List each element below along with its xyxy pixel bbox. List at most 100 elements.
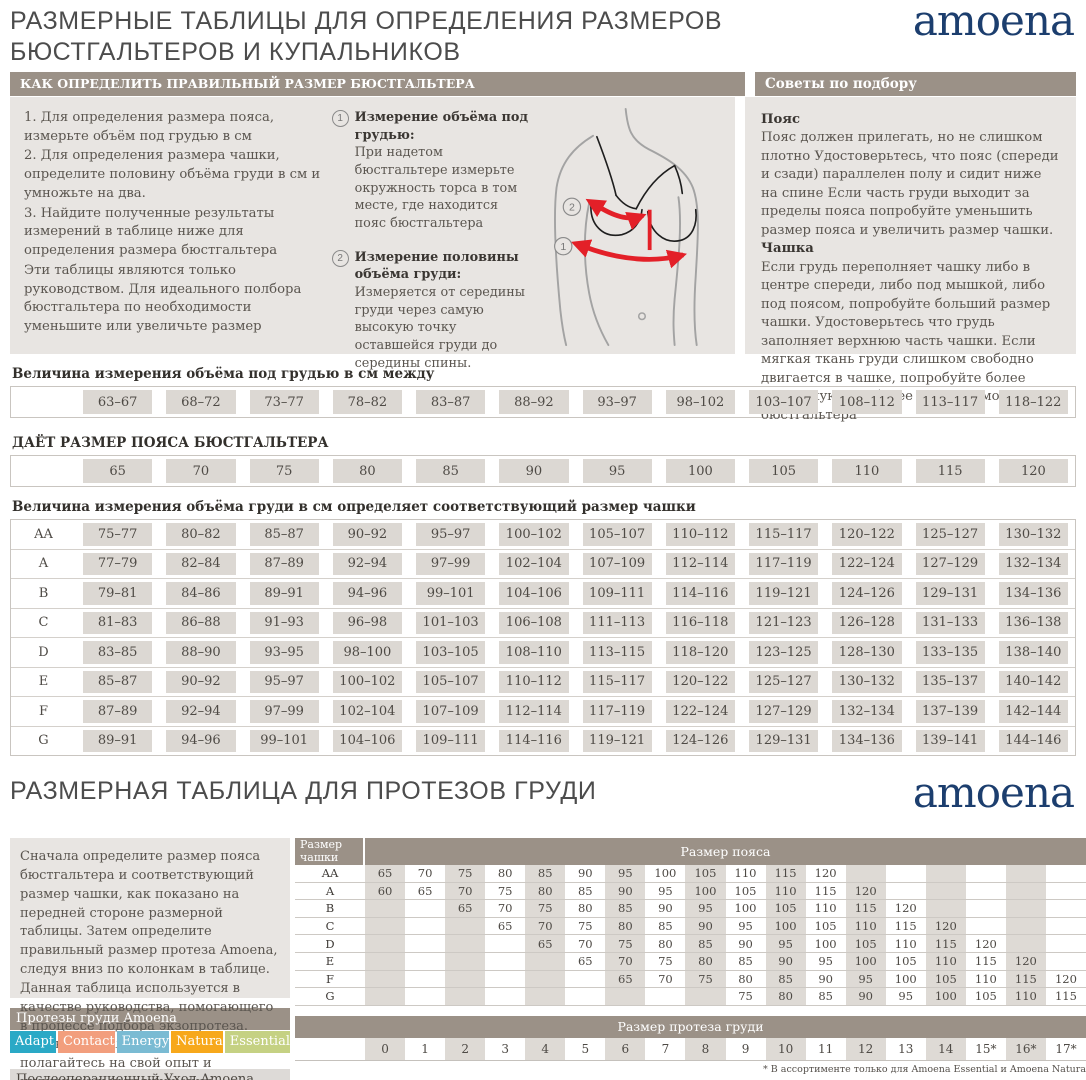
underbust-cell-value: 83–87	[416, 390, 486, 414]
cup-range-value: 116–118	[665, 611, 735, 634]
prosthesis-section: Сначала определите размер пояса бюстгаль…	[10, 838, 1086, 1080]
prosthesis-size-cell: 16*	[1005, 1037, 1046, 1060]
fit-band-cell: 95	[685, 900, 726, 917]
prosthesis-size-cell: 1	[421, 1041, 429, 1056]
fit-band-cell: 110	[925, 952, 966, 970]
cup-letter-cell: A	[38, 556, 49, 572]
fit-table-row: B 65 70 75 80 85 90 95 100 105 110 115 120	[295, 900, 1086, 918]
prosthesis-size-cell: 14	[925, 1037, 966, 1060]
instruction-line: 2. Для определения размера чашки, опреде…	[24, 148, 321, 201]
cup-range-cell: 102–104	[326, 697, 409, 726]
fit-band-cell: 100	[814, 936, 837, 951]
fit-band-cell: 80	[658, 936, 673, 951]
prosthesis-size-cell: 0	[365, 1037, 406, 1060]
cup-range-cell: 105–107	[576, 520, 659, 549]
fit-cup-label: G	[325, 989, 335, 1004]
cup-range-value: 102–104	[332, 700, 402, 723]
fit-band-cell: 70	[658, 971, 673, 986]
measurement-diagram: 2 1	[532, 107, 727, 346]
cup-range-value: 115–117	[749, 523, 819, 546]
fit-band-cell: 90	[845, 988, 886, 1005]
cup-range-cell: 118–120	[659, 638, 742, 667]
fit-band-cell	[1046, 935, 1086, 952]
cup-range-value: 100–102	[332, 670, 402, 693]
cup-range-value: 112–114	[665, 552, 735, 575]
cup-range-value: 139–141	[915, 729, 985, 752]
fit-band-cell: 85	[658, 919, 673, 934]
fit-band-cell: 110	[765, 882, 806, 900]
fit-band-cell	[685, 988, 726, 1005]
cup-range-value: 129–131	[749, 729, 819, 752]
underbust-cell-value: 88–92	[499, 390, 569, 414]
fit-band-cell: 75	[445, 865, 486, 882]
fit-cup-label: F	[326, 971, 334, 986]
cup-range-cell: 97–99	[409, 550, 492, 579]
underbust-cell-value: 78–82	[332, 390, 402, 414]
cup-range-value: 83–85	[83, 641, 153, 664]
cup-range-value: 134–136	[832, 729, 902, 752]
prosthesis-size-cell: 12	[845, 1037, 886, 1060]
fit-band-cell	[405, 900, 445, 917]
fit-band-cell: 100	[685, 882, 726, 900]
prosthesis-size-header: Размер протеза груди	[295, 1015, 1086, 1038]
fit-band-cell: 90	[765, 952, 806, 970]
cup-range-value: 128–130	[832, 641, 902, 664]
cup-range-value: 82–84	[166, 552, 236, 575]
fit-band-cell: 65	[365, 865, 406, 882]
circle-1-icon: 1	[331, 110, 349, 127]
product-chip-energy: Energy	[116, 1031, 170, 1053]
prosthesis-right-column: Размер чашки Размер пояса AA 65 70 75 80 85 90…	[295, 838, 1086, 1080]
fit-cup-label: C	[325, 919, 335, 934]
fit-band-cell: 65	[605, 970, 646, 988]
fit-band-cell: 110	[734, 866, 757, 881]
underbust-cell-value: 113–117	[915, 390, 985, 414]
cup-range-value: 99–101	[249, 729, 319, 752]
cup-range-value: 125–127	[915, 523, 985, 546]
cup-range-cell: 124–126	[659, 727, 742, 756]
page-header: РАЗМЕРНЫЕ ТАБЛИЦЫ ДЛЯ ОПРЕДЕЛЕНИЯ РАЗМЕР…	[0, 0, 1086, 66]
cup-range-value: 114–116	[499, 729, 569, 752]
fit-band-cell: 95	[765, 935, 806, 952]
fit-band-cell: 100	[765, 917, 806, 935]
cup-range-cell: 128–130	[825, 638, 908, 667]
circle-2-icon: 2	[331, 249, 349, 267]
cup-range-cell: 126–128	[825, 609, 908, 638]
cup-range-value: 86–88	[166, 611, 236, 634]
fit-band-cell: 75	[605, 935, 646, 952]
fit-band-cell: 90	[818, 971, 833, 986]
cup-range-value: 80–82	[166, 523, 236, 546]
fit-band-cell: 90	[685, 917, 726, 935]
cup-range-cell: 132–134	[825, 697, 908, 726]
cup-range-cell: 131–133	[909, 609, 992, 638]
cup-letter-cell: AA	[34, 526, 53, 542]
fit-table-row: D 65 70 75 80 85 90 95 100 105 110 115 120	[295, 935, 1086, 953]
fit-band-cell: 65	[577, 954, 593, 969]
fit-band-cell	[445, 935, 486, 952]
cup-table-row: C 81–83 86–88 91–93 96–98 101–103 106–108 111–1…	[11, 609, 1075, 638]
cup-range-value: 104–106	[499, 582, 569, 605]
cup-range-cell: 132–134	[992, 550, 1075, 579]
fit-band-cell	[886, 883, 926, 900]
fit-band-cell: 70	[605, 952, 646, 970]
fit-band-cell: 90	[605, 882, 646, 900]
fit-band-cell	[365, 952, 406, 970]
cup-range-cell: 104–106	[492, 579, 575, 608]
fit-cup-label: B	[325, 901, 335, 916]
fit-band-cell	[565, 988, 605, 1005]
fit-band-cell	[1046, 900, 1086, 917]
size-footnote: * В ассортименте только для Amoena Essen…	[763, 1063, 1086, 1075]
cup-size-header: Размер чашки	[295, 838, 365, 865]
cup-range-value: 101–103	[416, 611, 486, 634]
cup-table-row: AA 75–77 80–82 85–87 90–92 95–97 100–102 105–10…	[11, 520, 1075, 550]
cup-range-cell: 80–82	[159, 520, 242, 549]
cup-range-cell: 122–124	[659, 697, 742, 726]
fit-table-row: G 75 80 85 90 95 100 105 110 115	[295, 988, 1086, 1006]
cup-range-value: 127–129	[749, 700, 819, 723]
underbust-row: 63–67 68–72 73–77 78–82 83–87 88–92 93–97 98–10…	[11, 387, 1075, 417]
prosthesis-size-row: 0 1 2 3 4 5 6 7 8 9 10 11 12 13 14 15* 16* 17*	[295, 1037, 1086, 1061]
fit-band-cell: 105	[814, 919, 837, 934]
fit-band-cell: 115	[845, 900, 886, 917]
band-size-cell: 70	[159, 456, 242, 486]
cup-range-value: 90–92	[166, 670, 236, 693]
fit-band-cell: 100	[734, 901, 757, 916]
